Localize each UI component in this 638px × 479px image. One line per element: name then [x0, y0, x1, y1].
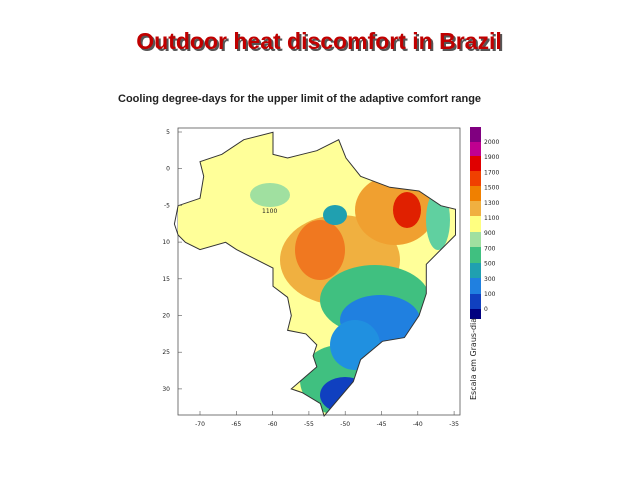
- legend-label: 2000: [484, 139, 499, 146]
- slide-subtitle: Cooling degree-days for the upper limit …: [118, 93, 482, 105]
- legend-label: 1300: [484, 200, 499, 207]
- lat-label: -5: [164, 202, 170, 209]
- lat-label: 30: [162, 386, 170, 393]
- legend-label: 500: [484, 261, 496, 268]
- legend-label: 1500: [484, 185, 499, 192]
- lat-label: 15: [162, 276, 170, 283]
- lon-label: -70: [195, 421, 205, 428]
- legend-label: 1100: [484, 215, 499, 222]
- lat-label: 25: [162, 349, 170, 356]
- legend-label: 1900: [484, 154, 499, 161]
- legend-label: 900: [484, 230, 496, 237]
- lon-label: -40: [413, 421, 423, 428]
- lat-label: 0: [166, 166, 170, 173]
- slide-title: Outdoor heat discomfort in Brazil: [136, 28, 502, 54]
- legend-label: 0: [484, 306, 488, 313]
- legend-label: 700: [484, 245, 496, 252]
- lon-label: -65: [231, 421, 241, 428]
- colorbar: [470, 127, 481, 319]
- legend-title: Escala em Graus-dia: [469, 318, 478, 400]
- lat-label: 5: [166, 129, 170, 136]
- lon-label: -35: [449, 421, 459, 428]
- legend-label: 1700: [484, 169, 499, 176]
- lon-label: -55: [304, 421, 314, 428]
- country-outline: [173, 131, 456, 418]
- legend-label: 100: [484, 291, 496, 298]
- legend-label: 300: [484, 276, 496, 283]
- lon-label: -45: [377, 421, 387, 428]
- lat-label: 20: [162, 313, 170, 320]
- lon-label: -60: [268, 421, 278, 428]
- lat-label: 10: [162, 239, 170, 246]
- lon-label: -50: [340, 421, 350, 428]
- contour-label: 1100: [262, 208, 277, 215]
